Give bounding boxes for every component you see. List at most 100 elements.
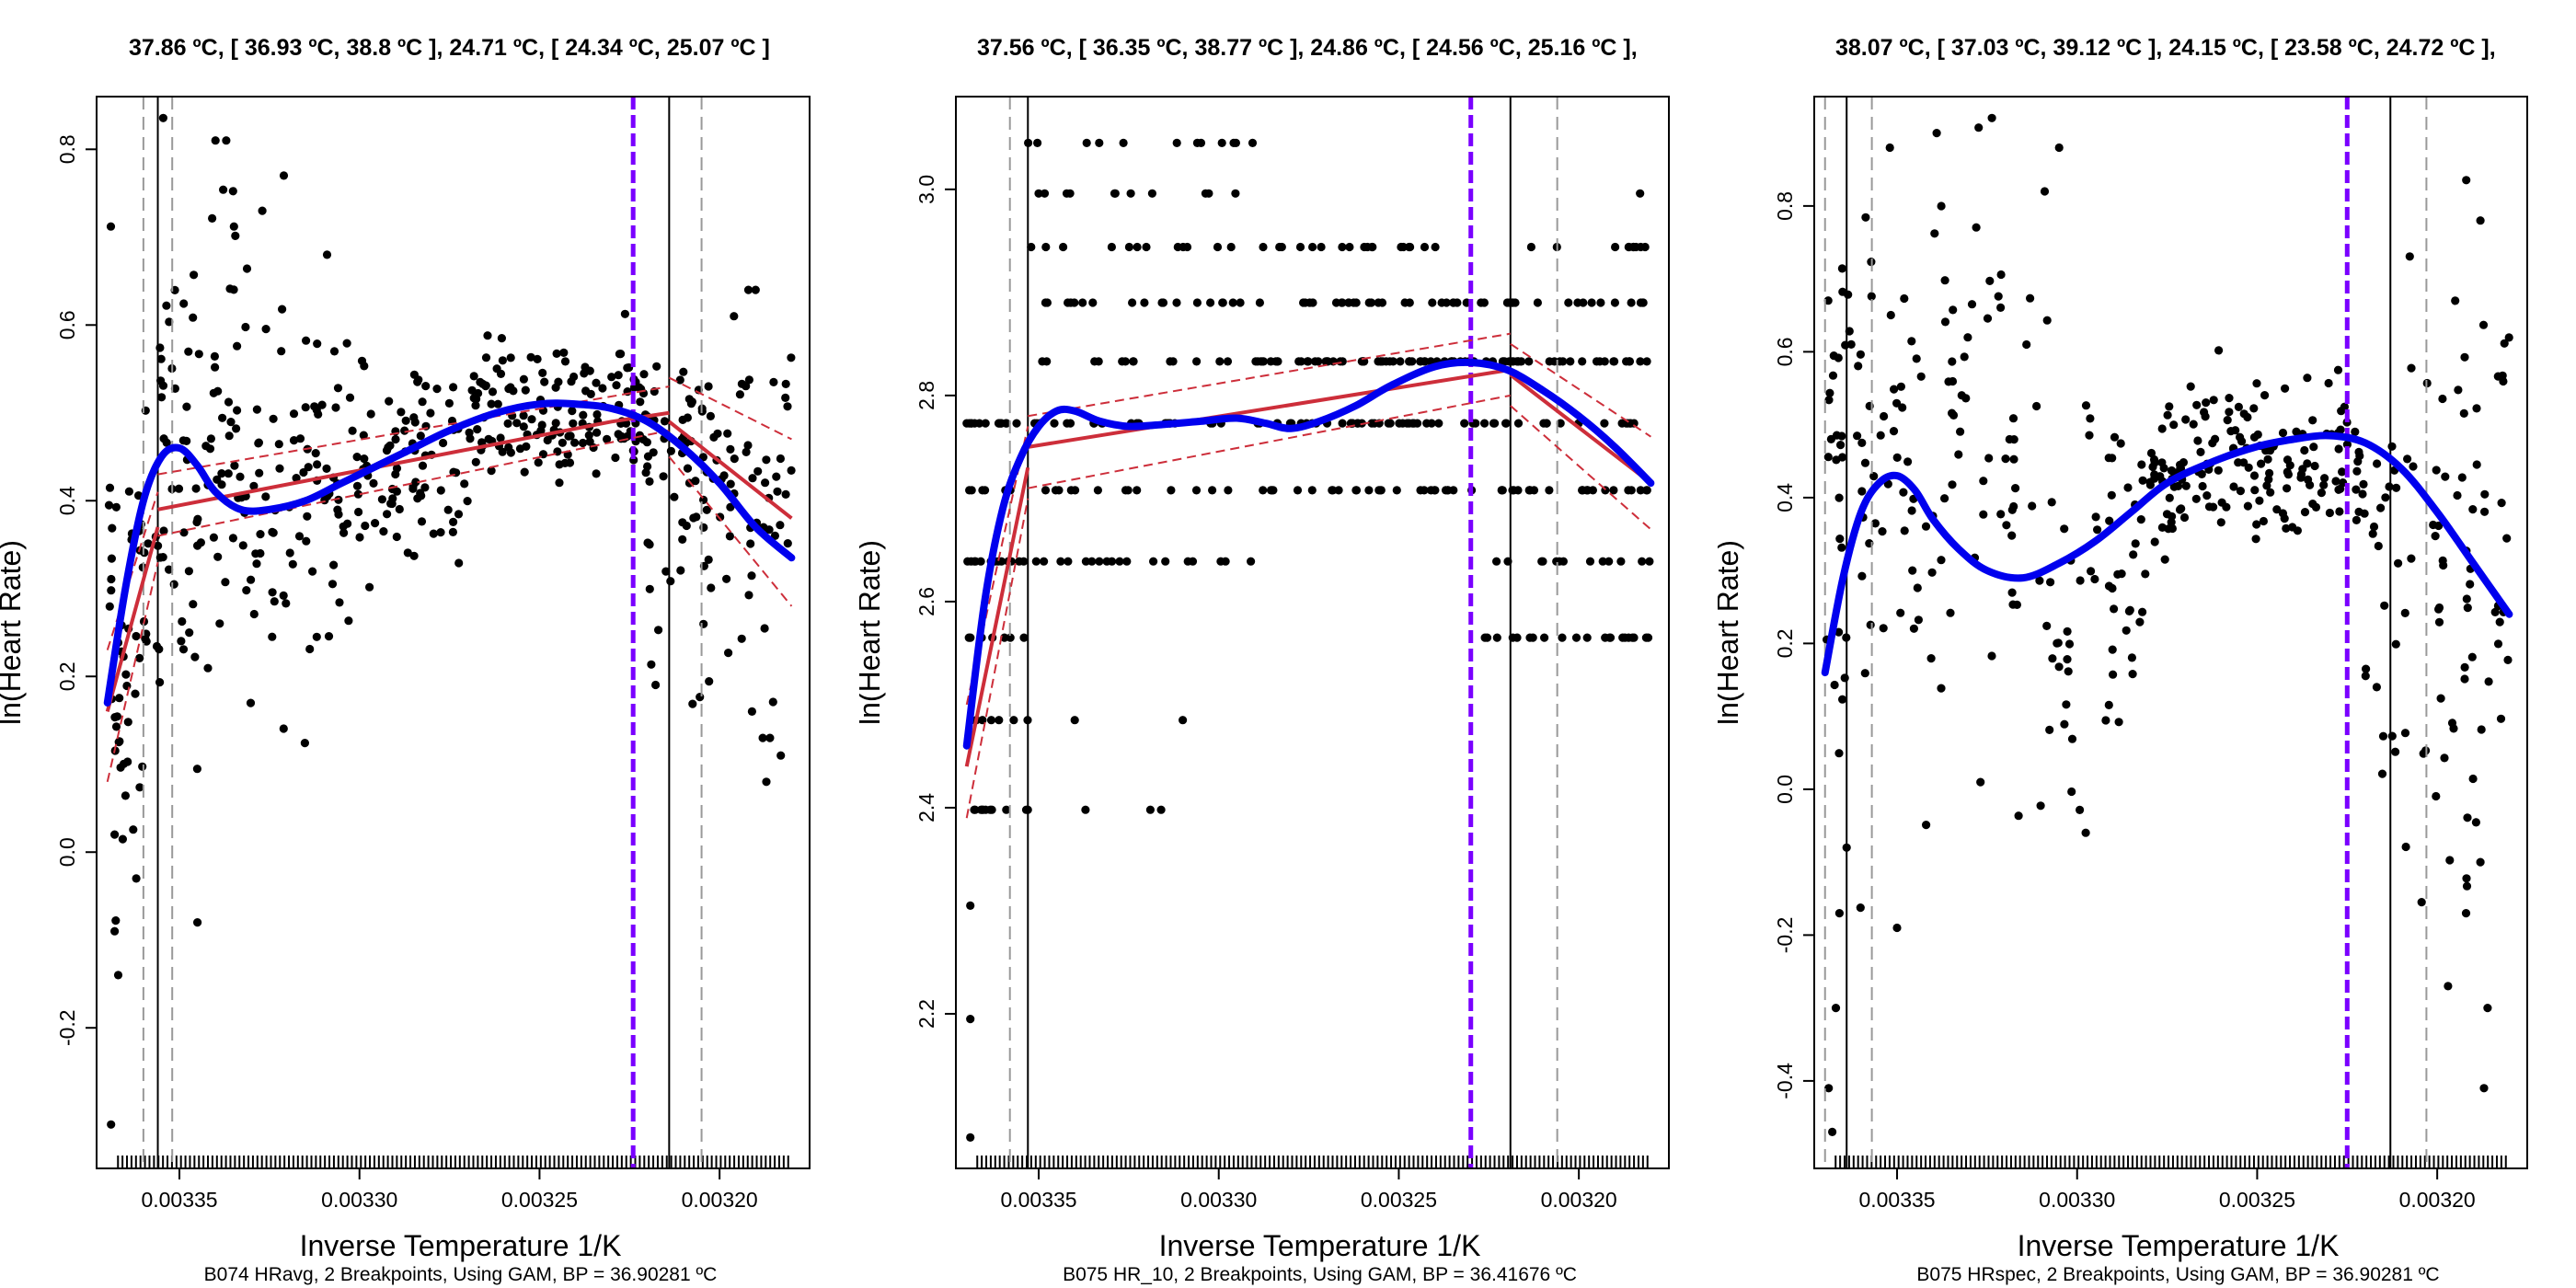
data-point bbox=[301, 403, 310, 412]
data-point bbox=[2434, 617, 2444, 627]
data-point bbox=[2480, 507, 2490, 516]
data-point bbox=[1255, 298, 1264, 307]
data-point bbox=[1345, 242, 1354, 252]
data-point bbox=[2131, 539, 2140, 548]
data-point bbox=[191, 484, 201, 493]
data-point bbox=[1629, 633, 1639, 642]
data-point bbox=[261, 325, 270, 334]
data-point bbox=[2081, 828, 2090, 837]
data-point bbox=[132, 631, 141, 641]
data-point bbox=[2376, 503, 2386, 512]
data-point bbox=[2108, 583, 2117, 593]
data-point bbox=[1405, 357, 1414, 366]
data-point bbox=[436, 486, 445, 495]
data-point bbox=[1624, 242, 1633, 252]
data-point bbox=[2391, 747, 2400, 756]
data-point bbox=[540, 377, 549, 386]
data-point bbox=[1338, 419, 1347, 428]
data-point bbox=[2209, 396, 2218, 405]
linear-fit-line bbox=[964, 466, 1030, 767]
data-point bbox=[1441, 486, 1451, 495]
data-point bbox=[449, 383, 458, 392]
data-point bbox=[2444, 982, 2453, 991]
data-point bbox=[352, 453, 362, 462]
data-point bbox=[787, 466, 796, 475]
data-point bbox=[1823, 296, 1833, 305]
data-point bbox=[776, 751, 786, 760]
data-point bbox=[2457, 473, 2467, 482]
data-point bbox=[2282, 523, 2291, 534]
data-point bbox=[124, 487, 133, 496]
data-point bbox=[1002, 805, 1011, 814]
data-point bbox=[2054, 143, 2064, 153]
data-point bbox=[2472, 460, 2481, 469]
data-point bbox=[1595, 357, 1604, 366]
data-point bbox=[747, 707, 757, 717]
data-point bbox=[190, 270, 199, 280]
data-point bbox=[1377, 298, 1387, 307]
linear-ci-line bbox=[1028, 332, 1511, 418]
data-point bbox=[2432, 791, 2441, 801]
data-point bbox=[213, 552, 223, 561]
data-point bbox=[1948, 357, 1957, 366]
data-point bbox=[1172, 298, 1181, 307]
data-point bbox=[242, 586, 251, 595]
data-point bbox=[758, 733, 767, 742]
data-point bbox=[395, 504, 404, 514]
gam-fit-line bbox=[962, 358, 1655, 750]
data-point bbox=[1293, 486, 1303, 495]
data-point bbox=[1182, 242, 1192, 252]
data-point bbox=[488, 387, 498, 397]
data-point bbox=[748, 474, 757, 483]
data-point bbox=[189, 600, 198, 609]
data-point bbox=[762, 455, 771, 465]
data-point bbox=[692, 512, 701, 522]
data-point bbox=[966, 1015, 975, 1024]
data-point bbox=[1987, 113, 1996, 122]
data-point bbox=[2179, 512, 2190, 523]
data-point bbox=[1937, 684, 1946, 693]
data-point bbox=[1908, 566, 1917, 575]
data-point bbox=[1979, 477, 1988, 486]
data-point bbox=[702, 505, 711, 514]
data-point bbox=[1907, 506, 1916, 515]
data-point bbox=[360, 454, 369, 464]
data-point bbox=[295, 434, 305, 443]
data-point bbox=[743, 285, 753, 294]
data-point bbox=[1145, 805, 1155, 814]
data-point bbox=[1972, 223, 1981, 232]
data-point bbox=[344, 616, 353, 626]
data-point bbox=[543, 435, 552, 445]
data-point bbox=[506, 353, 515, 362]
data-point bbox=[469, 394, 478, 403]
data-point bbox=[1866, 620, 1875, 629]
data-point bbox=[2405, 252, 2414, 261]
chart-panel-1: 37.86 ºC, [ 36.93 ºC, 38.8 ºC ], 24.71 º… bbox=[0, 0, 858, 1288]
data-point bbox=[1183, 557, 1192, 566]
data-point bbox=[1110, 189, 1120, 198]
y-tick-label: -0.2 bbox=[1773, 917, 1797, 954]
data-point bbox=[2483, 1004, 2492, 1013]
data-point bbox=[2476, 216, 2485, 225]
data-point bbox=[1571, 633, 1581, 642]
data-point bbox=[1122, 557, 1132, 566]
data-point bbox=[333, 384, 343, 393]
y-tick-label: 0.6 bbox=[55, 310, 79, 339]
linear-fit-line bbox=[157, 410, 670, 512]
y-tick-label: 0.4 bbox=[1773, 483, 1797, 512]
data-point bbox=[219, 185, 228, 194]
data-point bbox=[1956, 427, 1965, 436]
data-point bbox=[2351, 427, 2360, 436]
data-point bbox=[210, 351, 219, 361]
data-point bbox=[194, 350, 203, 359]
data-point bbox=[2113, 569, 2122, 580]
data-point bbox=[1082, 138, 1091, 147]
data-point bbox=[645, 477, 654, 487]
data-point bbox=[1409, 419, 1419, 428]
data-point bbox=[1295, 242, 1305, 252]
data-point bbox=[2476, 857, 2485, 867]
data-point bbox=[2319, 480, 2329, 489]
data-point bbox=[1156, 805, 1166, 814]
data-point bbox=[660, 417, 670, 426]
data-point bbox=[269, 528, 278, 537]
